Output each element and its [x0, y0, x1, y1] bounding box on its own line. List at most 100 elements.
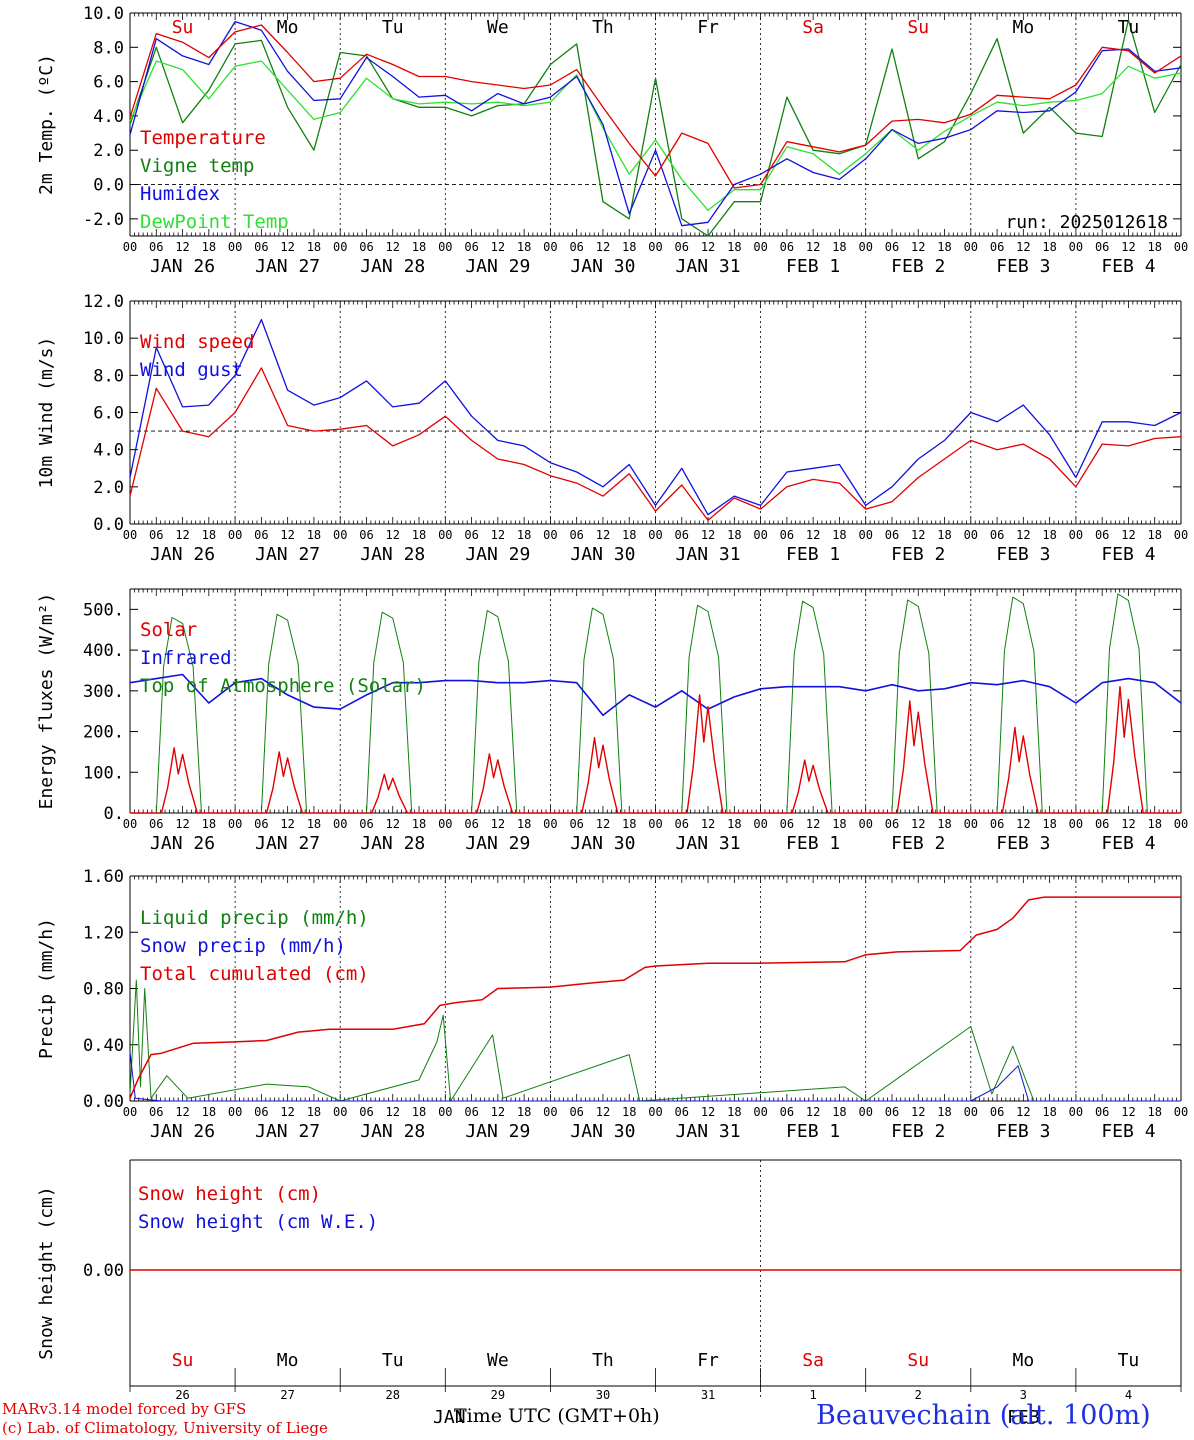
hour-tick-label: 12 — [1121, 817, 1135, 831]
date-label: JAN 26 — [150, 544, 215, 565]
hour-tick-label: 18 — [517, 528, 531, 542]
date-label: FEB 3 — [996, 544, 1050, 565]
hour-tick-label: 00 — [964, 528, 978, 542]
hour-tick-label: 06 — [569, 240, 583, 254]
day-number-label: 27 — [280, 1388, 294, 1402]
hour-tick-label: 06 — [359, 1105, 373, 1119]
y-tick-label: 2.0 — [93, 141, 124, 161]
legend-item: Liquid precip (mm/h) — [140, 907, 369, 929]
hour-tick-label: 18 — [937, 240, 951, 254]
hour-tick-label: 18 — [622, 817, 636, 831]
hour-tick-label: 00 — [1174, 817, 1188, 831]
date-label: JAN 30 — [570, 833, 635, 854]
hour-tick-label: 00 — [438, 240, 452, 254]
hour-tick-label: 00 — [333, 817, 347, 831]
legend-item: Humidex — [140, 183, 220, 205]
hour-tick-label: 18 — [412, 240, 426, 254]
hour-tick-label: 12 — [386, 240, 400, 254]
hour-tick-label: 18 — [517, 240, 531, 254]
temp-series-line — [129, 60, 1182, 211]
hour-tick-label: 12 — [386, 528, 400, 542]
hour-tick-label: 18 — [307, 240, 321, 254]
hour-tick-label: 12 — [911, 817, 925, 831]
hour-tick-label: 06 — [149, 817, 163, 831]
weekday-label: Su — [907, 1350, 929, 1371]
hour-tick-label: 00 — [964, 1105, 978, 1119]
weekday-label: Mo — [1013, 1350, 1035, 1371]
hour-tick-label: 06 — [990, 528, 1004, 542]
hour-tick-label: 06 — [780, 817, 794, 831]
hour-tick-label: 12 — [1016, 1105, 1030, 1119]
hour-tick-label: 12 — [491, 240, 505, 254]
weekday-label: Sa — [802, 17, 824, 38]
hour-tick-label: 18 — [832, 817, 846, 831]
day-number-label: 26 — [175, 1388, 189, 1402]
legend-item: DewPoint Temp — [140, 211, 289, 233]
date-label: FEB 3 — [996, 1121, 1050, 1142]
hour-tick-label: 06 — [675, 817, 689, 831]
day-number-label: 30 — [596, 1388, 610, 1402]
date-label: JAN 28 — [360, 1121, 425, 1142]
wind-series-line — [129, 367, 1182, 521]
hour-tick-label: 00 — [648, 528, 662, 542]
hour-tick-label: 12 — [175, 1105, 189, 1119]
legend-item: Vigne temp — [140, 155, 254, 177]
hour-tick-label: 12 — [806, 528, 820, 542]
date-label: FEB 3 — [996, 256, 1050, 277]
hour-tick-label: 12 — [491, 817, 505, 831]
hour-tick-label: 00 — [753, 528, 767, 542]
hour-tick-label: 00 — [333, 528, 347, 542]
hour-tick-label: 00 — [123, 528, 137, 542]
hour-tick-label: 06 — [1095, 240, 1109, 254]
hour-tick-label: 06 — [885, 240, 899, 254]
y-tick-label: 4.0 — [93, 107, 124, 127]
y-tick-label: 0.00 — [83, 1261, 124, 1281]
hour-tick-label: 12 — [280, 1105, 294, 1119]
date-label: JAN 31 — [676, 544, 741, 565]
date-label: JAN 31 — [676, 256, 741, 277]
hour-tick-label: 06 — [675, 1105, 689, 1119]
hour-tick-label: 00 — [123, 1105, 137, 1119]
hour-tick-label: 18 — [937, 528, 951, 542]
hour-tick-label: 18 — [727, 817, 741, 831]
date-label: JAN 28 — [360, 256, 425, 277]
hour-tick-label: 06 — [149, 240, 163, 254]
infrared-line — [129, 673, 1182, 717]
hour-tick-label: 12 — [1016, 817, 1030, 831]
hour-tick-label: 06 — [990, 1105, 1004, 1119]
weekday-label: Tu — [382, 1350, 404, 1371]
day-number-label: 2 — [915, 1388, 922, 1402]
hour-tick-label: 18 — [832, 240, 846, 254]
day-number-label: 31 — [701, 1388, 715, 1402]
hour-tick-label: 18 — [622, 1105, 636, 1119]
date-label: JAN 27 — [255, 256, 320, 277]
hour-tick-label: 06 — [254, 528, 268, 542]
hour-tick-label: 00 — [228, 528, 242, 542]
weekday-label: Tu — [1118, 17, 1140, 38]
hour-tick-label: 00 — [1069, 817, 1083, 831]
hour-tick-label: 06 — [254, 240, 268, 254]
hour-tick-label: 18 — [202, 240, 216, 254]
solar-line — [130, 686, 1181, 814]
legend-item: Wind gust — [140, 359, 243, 381]
date-label: JAN 27 — [255, 833, 320, 854]
hour-tick-label: 18 — [517, 817, 531, 831]
hour-tick-label: 12 — [596, 1105, 610, 1119]
hour-tick-label: 06 — [254, 817, 268, 831]
y-tick-label: 0.80 — [83, 980, 124, 1000]
hour-tick-label: 12 — [911, 240, 925, 254]
weekday-label: We — [487, 1350, 509, 1371]
weekday-label: Su — [172, 17, 194, 38]
legend-item: Snow height (cm W.E.) — [138, 1211, 378, 1233]
hour-tick-label: 00 — [858, 1105, 872, 1119]
hour-tick-label: 06 — [885, 817, 899, 831]
hour-tick-label: 12 — [596, 240, 610, 254]
legend-item: Total cumulated (cm) — [140, 963, 369, 985]
hour-tick-label: 18 — [1147, 1105, 1161, 1119]
hour-tick-label: 18 — [1042, 1105, 1056, 1119]
hour-tick-label: 06 — [359, 817, 373, 831]
date-label: JAN 28 — [360, 833, 425, 854]
legend-item: Wind speed — [140, 331, 254, 353]
date-label: JAN 30 — [570, 1121, 635, 1142]
hour-tick-label: 12 — [280, 817, 294, 831]
